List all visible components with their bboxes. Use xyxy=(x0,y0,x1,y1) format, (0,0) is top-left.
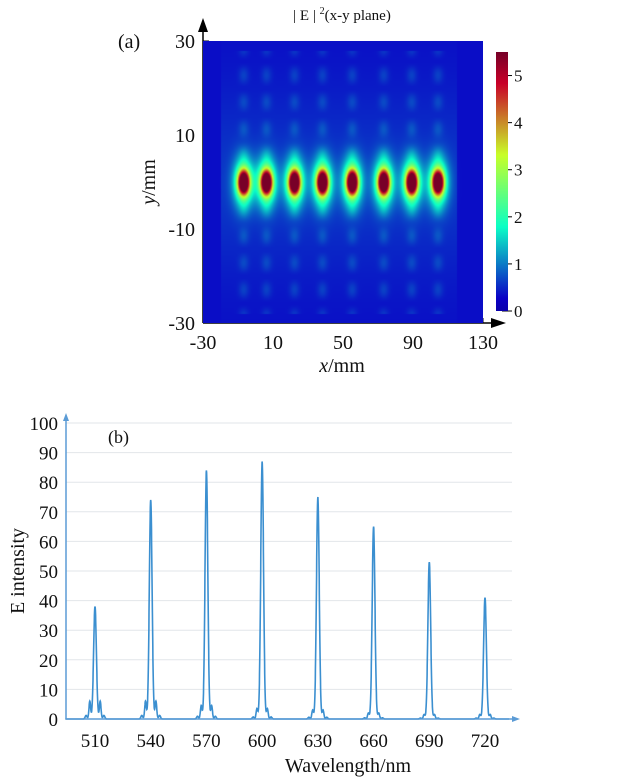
y-tick-label: 30 xyxy=(175,31,195,53)
x-tick-label: 10 xyxy=(263,332,283,354)
colorbar-tick-label: 3 xyxy=(514,161,523,180)
x-tick-label: 570 xyxy=(192,731,221,752)
colorbar xyxy=(496,52,508,311)
y-tick-label: 80 xyxy=(39,473,58,494)
y-tick-label: 70 xyxy=(39,503,58,524)
panel-a-label: (a) xyxy=(118,31,140,53)
colorbar-tick-label: 5 xyxy=(514,67,523,86)
y-tick-label: 30 xyxy=(39,621,58,642)
y-tick-label: 60 xyxy=(39,532,58,553)
y-tick-label: -10 xyxy=(168,219,195,241)
panel-a-ylabel: y/mm xyxy=(138,159,160,207)
y-tick-label: 100 xyxy=(30,414,59,435)
field-heatmap xyxy=(203,41,483,323)
x-tick-label: 510 xyxy=(81,731,110,752)
x-tick-label: 690 xyxy=(415,731,444,752)
y-tick-label: 90 xyxy=(39,444,58,465)
y-tick-label: 20 xyxy=(39,651,58,672)
x-tick-label: 630 xyxy=(304,731,333,752)
y-tick-label: 0 xyxy=(49,710,59,731)
x-axis-arrow-icon xyxy=(512,716,520,722)
title-rest: (x-y plane) xyxy=(325,8,391,24)
y-tick-label: 10 xyxy=(175,125,195,147)
y-axis-arrow-icon xyxy=(63,413,69,421)
colorbar-tick-label: 4 xyxy=(514,114,523,133)
colorbar-tick-label: 2 xyxy=(514,208,523,227)
panel-a-title: | E | 2(x-y plane) xyxy=(293,6,391,24)
panel-b-axes xyxy=(63,413,520,722)
x-tick-label: 130 xyxy=(468,332,498,354)
title-sup: 2 xyxy=(320,6,325,17)
y-tick-label: 40 xyxy=(39,592,58,613)
colorbar-tick-label: 1 xyxy=(514,255,523,274)
ylabel-unit: /mm xyxy=(138,159,160,196)
x-tick-label: 720 xyxy=(471,731,500,752)
panel-a-xlabel: x/mm xyxy=(318,355,365,377)
x-tick-label: 90 xyxy=(403,332,423,354)
x-tick-label: -30 xyxy=(190,332,217,354)
y-tick-label: 50 xyxy=(39,562,58,583)
x-tick-label: 660 xyxy=(359,731,388,752)
y-axis-arrow-icon xyxy=(198,18,208,32)
x-tick-label: 540 xyxy=(136,731,165,752)
xlabel-var: x xyxy=(318,355,328,377)
x-tick-label: 50 xyxy=(333,332,353,354)
colorbar-tick-label: 0 xyxy=(514,302,523,321)
panel-b-xlabel: Wavelength/nm xyxy=(285,755,412,777)
spectrum-line xyxy=(65,461,509,720)
x-axis-arrow-icon xyxy=(491,318,506,328)
ylabel-var: y xyxy=(138,196,160,207)
title-main: | E | xyxy=(293,8,319,24)
xlabel-unit: /mm xyxy=(328,355,365,377)
y-tick-label: 10 xyxy=(39,680,58,701)
panel-b-ylabel: E intensity xyxy=(7,528,29,614)
x-tick-label: 600 xyxy=(248,731,277,752)
panel-b-grid: 0 10 20 30 40 50 60 70 80 90 100 510 540 570 600 630 660… xyxy=(30,414,512,752)
y-tick-label: -30 xyxy=(168,313,195,335)
panel-b-label: (b) xyxy=(108,427,129,448)
